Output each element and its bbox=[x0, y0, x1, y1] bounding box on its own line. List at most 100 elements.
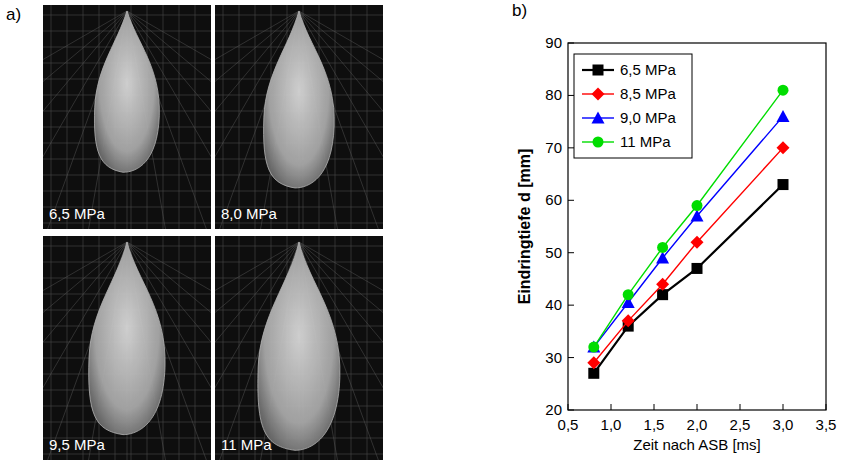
image-label: 8,0 MPa bbox=[221, 205, 278, 222]
series-line bbox=[594, 148, 783, 363]
image-grid bbox=[367, 236, 368, 460]
legend-box bbox=[574, 54, 692, 158]
marker bbox=[623, 289, 634, 300]
y-tick-label: 20 bbox=[545, 401, 562, 418]
panel-label: a) bbox=[6, 5, 21, 24]
x-tick bbox=[783, 404, 784, 410]
image-grid bbox=[223, 236, 224, 460]
image-grid bbox=[255, 5, 256, 229]
x-tick-label: 2,5 bbox=[730, 416, 751, 433]
image-grid bbox=[179, 5, 180, 229]
y-tick bbox=[568, 305, 574, 306]
image-grid bbox=[255, 236, 256, 460]
image-grid bbox=[67, 5, 68, 229]
spray-image bbox=[215, 5, 383, 229]
image-grid bbox=[239, 236, 240, 460]
image-label: 9,5 MPa bbox=[49, 436, 106, 453]
legend-label: 11 MPa bbox=[620, 133, 671, 150]
x-tick bbox=[697, 404, 698, 410]
x-tick bbox=[740, 404, 741, 410]
image-background bbox=[215, 236, 383, 460]
image-grid bbox=[179, 236, 180, 460]
spray-image bbox=[215, 236, 383, 460]
marker bbox=[622, 314, 635, 327]
y-tick bbox=[568, 147, 574, 148]
y-axis-title: Eindringtiefe d [mm] bbox=[516, 149, 533, 305]
y-tick bbox=[568, 410, 574, 411]
legend-label: 6,5 MPa bbox=[620, 61, 677, 78]
image-grid bbox=[51, 5, 52, 229]
image-grid bbox=[67, 236, 68, 460]
marker bbox=[593, 137, 604, 148]
spray-plume bbox=[89, 242, 165, 435]
marker bbox=[657, 242, 668, 253]
y-tick bbox=[568, 252, 574, 253]
plot-frame bbox=[568, 43, 826, 410]
y-tick-label: 80 bbox=[545, 86, 562, 103]
legend-label: 8,5 MPa bbox=[620, 85, 677, 102]
marker bbox=[592, 112, 605, 124]
marker bbox=[657, 289, 668, 300]
image-grid bbox=[367, 5, 368, 229]
y-tick-label: 50 bbox=[545, 244, 562, 261]
image-grid bbox=[239, 5, 240, 229]
x-tick-label: 2,0 bbox=[687, 416, 708, 433]
image-grid bbox=[163, 5, 164, 229]
image-background bbox=[43, 236, 211, 460]
image-grid bbox=[51, 236, 52, 460]
marker bbox=[588, 342, 599, 353]
image-grid bbox=[83, 5, 84, 229]
x-tick-label: 1,0 bbox=[601, 416, 622, 433]
marker bbox=[587, 341, 600, 353]
spray-image bbox=[43, 5, 211, 229]
y-tick bbox=[568, 357, 574, 358]
x-tick-label: 3,5 bbox=[816, 416, 837, 433]
y-tick bbox=[568, 95, 574, 96]
y-tick bbox=[568, 200, 574, 201]
series-line bbox=[594, 185, 783, 374]
spray-plume bbox=[264, 11, 335, 188]
image-label: 11 MPa bbox=[221, 436, 272, 453]
x-axis-title: Zeit nach ASB [ms] bbox=[633, 436, 761, 453]
figure: a) 6,5 MPa 8,0 MPa 9,5 MPa 11 MPa b) 0,5 1,0 1,5… bbox=[0, 0, 841, 466]
marker bbox=[692, 263, 703, 274]
y-tick bbox=[568, 43, 574, 44]
marker bbox=[777, 110, 790, 122]
x-tick-label: 1,5 bbox=[644, 416, 665, 433]
image-grid bbox=[83, 236, 84, 460]
marker bbox=[588, 368, 599, 379]
x-tick bbox=[568, 404, 569, 410]
legend-label: 9,0 MPa bbox=[620, 109, 677, 126]
marker bbox=[777, 141, 790, 154]
image-grid bbox=[351, 5, 352, 229]
x-tick bbox=[654, 404, 655, 410]
y-tick-label: 90 bbox=[545, 34, 562, 51]
x-tick-label: 3,0 bbox=[773, 416, 794, 433]
spray-plume bbox=[94, 11, 159, 172]
marker bbox=[592, 88, 605, 101]
image-grid bbox=[195, 236, 196, 460]
spray-plume bbox=[258, 242, 340, 450]
x-tick bbox=[826, 404, 827, 410]
y-tick-label: 60 bbox=[545, 191, 562, 208]
y-tick-label: 40 bbox=[545, 296, 562, 313]
marker bbox=[692, 200, 703, 211]
image-grid bbox=[335, 5, 336, 229]
y-tick-label: 30 bbox=[545, 349, 562, 366]
x-tick-label: 0,5 bbox=[558, 416, 579, 433]
marker bbox=[593, 65, 604, 76]
marker bbox=[656, 278, 669, 291]
spray-image bbox=[43, 236, 211, 460]
marker bbox=[778, 85, 789, 96]
image-label: 6,5 MPa bbox=[49, 205, 106, 222]
marker bbox=[778, 179, 789, 190]
image-grid bbox=[195, 5, 196, 229]
x-tick bbox=[611, 404, 612, 410]
legend: 6,5 MPa 8,5 MPa 9,0 MPa 11 MPa bbox=[574, 54, 692, 158]
image-grid bbox=[223, 5, 224, 229]
panel-label: b) bbox=[512, 1, 527, 20]
image-grid bbox=[351, 236, 352, 460]
marker bbox=[691, 236, 704, 249]
y-tick-label: 70 bbox=[545, 139, 562, 156]
marker bbox=[587, 356, 600, 369]
